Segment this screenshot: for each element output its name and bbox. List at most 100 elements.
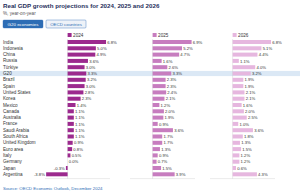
data-label: -0.3% bbox=[54, 166, 65, 171]
tab[interactable] bbox=[3, 20, 43, 28]
data-label: 2.6% bbox=[169, 65, 179, 70]
category-label: South Africa bbox=[3, 134, 28, 139]
category-label: Türkiye bbox=[3, 65, 19, 70]
bar bbox=[233, 160, 240, 164]
bar bbox=[233, 59, 239, 63]
axis-line bbox=[130, 178, 195, 179]
bar bbox=[68, 116, 74, 120]
bar bbox=[68, 40, 106, 44]
bar bbox=[153, 166, 161, 170]
bar bbox=[68, 78, 86, 82]
category-label: Euro area bbox=[3, 147, 24, 152]
data-label: 5.2% bbox=[183, 46, 193, 51]
data-label: 1.7% bbox=[163, 134, 173, 139]
bar bbox=[233, 116, 247, 120]
data-label: 2.0% bbox=[245, 109, 255, 114]
bar bbox=[233, 141, 240, 145]
category-label: United States bbox=[3, 90, 31, 95]
data-label: 2.1% bbox=[246, 96, 256, 101]
data-label: 3.0% bbox=[86, 65, 96, 70]
data-label: 4.3% bbox=[258, 172, 268, 177]
data-label: 3.9% bbox=[176, 172, 186, 177]
highlight-band bbox=[0, 71, 300, 76]
bar bbox=[153, 46, 182, 50]
legend-label: 2026 bbox=[238, 33, 249, 38]
bar bbox=[153, 147, 160, 151]
bar bbox=[153, 40, 192, 44]
data-label: 1.0% bbox=[239, 122, 249, 127]
data-label: 2.3% bbox=[82, 96, 92, 101]
bar bbox=[153, 116, 164, 120]
bar bbox=[233, 40, 271, 44]
bar bbox=[233, 53, 258, 57]
category-label: Korea bbox=[3, 96, 16, 101]
data-label: 1.3% bbox=[161, 147, 171, 152]
data-label: 3.6% bbox=[89, 59, 99, 64]
bar bbox=[68, 53, 96, 57]
data-label: 2.1% bbox=[246, 90, 256, 95]
bar bbox=[66, 166, 68, 170]
legend-swatch bbox=[153, 33, 157, 37]
data-label: 3.0% bbox=[86, 84, 96, 89]
bars bbox=[46, 40, 106, 176]
tab-label[interactable]: G20 economies bbox=[8, 22, 40, 27]
bar bbox=[153, 78, 166, 82]
bar bbox=[233, 72, 251, 76]
data-label: 1.9% bbox=[245, 84, 255, 89]
bar bbox=[153, 160, 157, 164]
data-label: -3.8% bbox=[34, 172, 45, 177]
bar bbox=[233, 122, 239, 126]
tab[interactable] bbox=[46, 20, 86, 28]
bar bbox=[233, 128, 253, 132]
data-label: 0.6% bbox=[237, 166, 247, 171]
data-label: 1.1% bbox=[75, 128, 85, 133]
data-label: 6.8% bbox=[272, 40, 282, 45]
bar bbox=[68, 109, 74, 113]
data-label: 2.5% bbox=[248, 115, 258, 120]
category-label: Spain bbox=[3, 84, 15, 89]
bar bbox=[153, 135, 163, 139]
bar bbox=[233, 172, 257, 176]
bars bbox=[153, 40, 192, 176]
data-label: 1.6% bbox=[163, 59, 173, 64]
data-label: 4.4% bbox=[259, 52, 269, 57]
title: Real GDP growth projections for 2024, 20… bbox=[3, 2, 160, 9]
data-label: 3.2% bbox=[252, 71, 262, 76]
legend-label: 2025 bbox=[158, 33, 169, 38]
bar bbox=[153, 53, 180, 57]
bar bbox=[233, 90, 245, 94]
bar bbox=[68, 65, 85, 69]
bar bbox=[233, 84, 244, 88]
bar bbox=[68, 97, 81, 101]
bar bbox=[153, 84, 166, 88]
data-label: 4.7% bbox=[180, 52, 190, 57]
category-label: France bbox=[3, 121, 18, 126]
data-label: 1.7% bbox=[163, 140, 173, 145]
data-label: 0.9% bbox=[159, 122, 169, 127]
bar bbox=[153, 153, 158, 157]
bar bbox=[233, 46, 262, 50]
bar bbox=[233, 109, 244, 113]
data-label: 1.8% bbox=[244, 134, 254, 139]
data-label: 1.1% bbox=[240, 59, 250, 64]
bar bbox=[46, 172, 67, 176]
data-label: 2.8% bbox=[85, 90, 95, 95]
category-label: Argentina bbox=[3, 172, 23, 177]
data-label: 0.9% bbox=[74, 140, 84, 145]
bar bbox=[233, 147, 241, 151]
data-label: 3.3% bbox=[172, 71, 182, 76]
axis-line bbox=[210, 178, 275, 179]
data-label: 0.9% bbox=[159, 153, 169, 158]
bar bbox=[153, 172, 175, 176]
tab-label[interactable]: OECD countries bbox=[50, 22, 83, 27]
bar bbox=[233, 166, 236, 170]
data-label: 1.2% bbox=[241, 153, 251, 158]
legend-swatch bbox=[68, 33, 72, 37]
category-label: Mexico bbox=[3, 103, 18, 108]
data-label: 1.9% bbox=[165, 115, 175, 120]
bar bbox=[68, 59, 88, 63]
data-label: 3.6% bbox=[254, 128, 264, 133]
bar bbox=[233, 78, 244, 82]
category-label: Saudi Arabia bbox=[3, 128, 29, 133]
data-label: 3.6% bbox=[174, 128, 184, 133]
